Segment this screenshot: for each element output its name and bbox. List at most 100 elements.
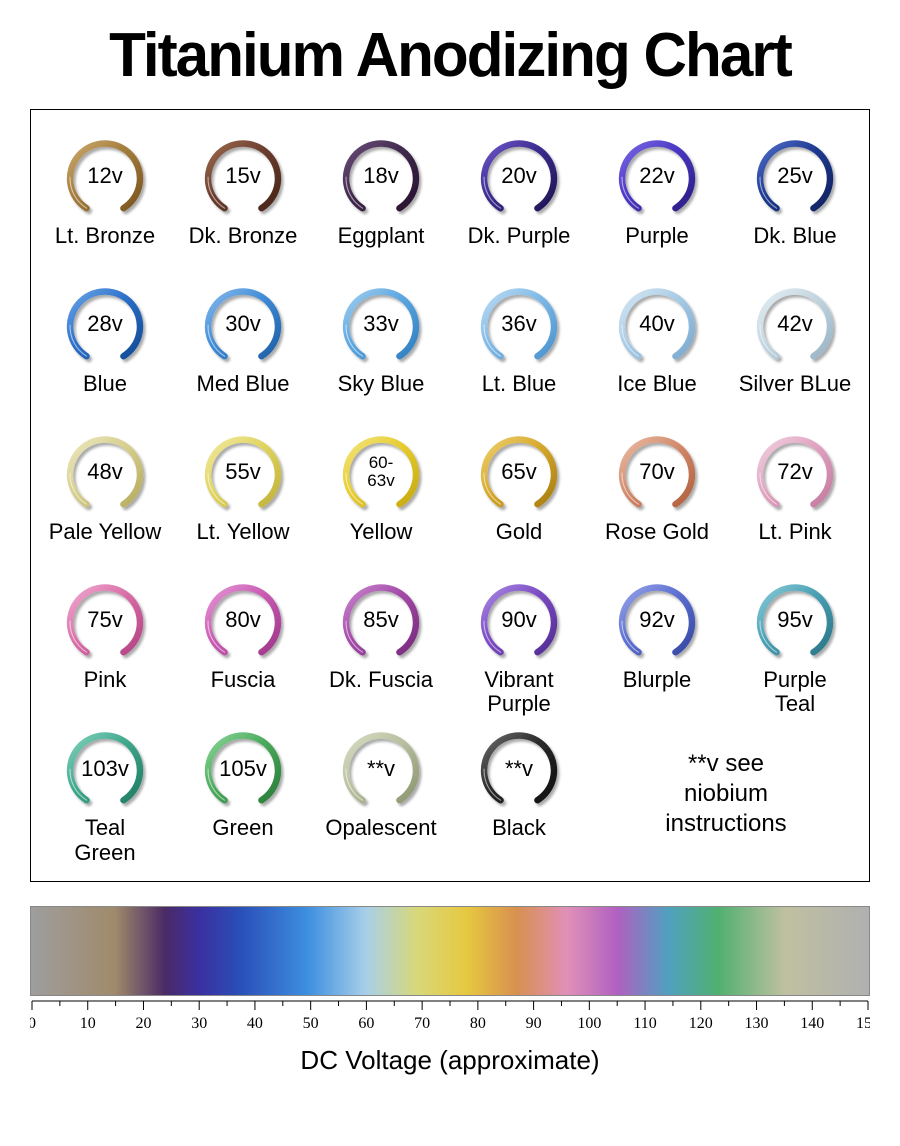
voltage-value: 48v (87, 460, 122, 483)
voltage-value: 75v (87, 608, 122, 631)
ring-cell: 36vLt. Blue (455, 278, 583, 420)
ring-cell: 40v Ice Blue (593, 278, 721, 420)
svg-text:140: 140 (800, 1015, 824, 1032)
voltage-value: 15v (225, 164, 260, 187)
voltage-value: 20v (501, 164, 536, 187)
ring-cell: **vBlack (455, 722, 583, 864)
spectrum-block: 0102030405060708090100110120130140150 DC… (30, 906, 870, 1076)
voltage-value: 80v (225, 608, 260, 631)
voltage-value: 12v (87, 164, 122, 187)
svg-text:90: 90 (526, 1015, 542, 1032)
ring-icon: 42v (749, 278, 841, 370)
voltage-value: 22v (639, 164, 674, 187)
ring-grid: 12vLt. Bronze 15v Dk. Bronze 18v Eggplant (30, 109, 870, 882)
voltage-value: 33v (363, 312, 398, 335)
svg-text:130: 130 (745, 1015, 769, 1032)
voltage-value: 90v (501, 608, 536, 631)
color-label: Ice Blue (617, 372, 697, 420)
ring-icon: 30v (197, 278, 289, 370)
ring-cell: 80vFuscia (179, 574, 307, 716)
voltage-value: 30v (225, 312, 260, 335)
color-label: Purple Teal (763, 668, 827, 716)
voltage-value: 95v (777, 608, 812, 631)
ring-cell: 42vSilver BLue (731, 278, 859, 420)
ring-icon: 18v (335, 130, 427, 222)
voltage-scale: 0102030405060708090100110120130140150 (30, 1000, 870, 1034)
ring-icon: 48v (59, 426, 151, 518)
color-label: Lt. Blue (482, 372, 557, 420)
color-label: Vibrant Purple (484, 668, 553, 716)
color-label: Gold (496, 520, 542, 568)
ring-icon: 55v (197, 426, 289, 518)
svg-text:40: 40 (247, 1015, 263, 1032)
axis-label: DC Voltage (approximate) (30, 1045, 870, 1076)
color-label: Opalescent (325, 816, 436, 864)
color-label: Black (492, 816, 546, 864)
ring-cell: 105vGreen (179, 722, 307, 864)
ring-cell: 72vLt. Pink (731, 426, 859, 568)
voltage-value: 92v (639, 608, 674, 631)
voltage-value: 103v (81, 757, 129, 780)
ring-cell: 22v Purple (593, 130, 721, 272)
ring-cell: 65v Gold (455, 426, 583, 568)
ring-cell: 33v Sky Blue (317, 278, 445, 420)
color-label: Teal Green (74, 816, 135, 864)
voltage-value: 70v (639, 460, 674, 483)
svg-text:100: 100 (577, 1015, 601, 1032)
color-label: Purple (625, 224, 689, 272)
ring-icon: 28v (59, 278, 151, 370)
ring-cell: 48vPale Yellow (41, 426, 169, 568)
ring-cell: 30vMed Blue (179, 278, 307, 420)
ring-cell: 15v Dk. Bronze (179, 130, 307, 272)
color-label: Silver BLue (739, 372, 852, 420)
ring-cell: **v Opalescent (317, 722, 445, 864)
voltage-value: 28v (87, 312, 122, 335)
ring-cell: 90v Vibrant Purple (455, 574, 583, 716)
voltage-value: 40v (639, 312, 674, 335)
ring-cell: 85v Dk. Fuscia (317, 574, 445, 716)
ring-cell: 18v Eggplant (317, 130, 445, 272)
voltage-value: **v (367, 757, 395, 780)
svg-text:80: 80 (470, 1015, 486, 1032)
ring-cell: 75v Pink (41, 574, 169, 716)
voltage-value: 85v (363, 608, 398, 631)
ring-icon: 12v (59, 130, 151, 222)
voltage-spectrum (30, 906, 870, 996)
niobium-note: **v see niobium instructions (593, 722, 859, 864)
color-label: Lt. Yellow (197, 520, 290, 568)
ring-icon: 95v (749, 574, 841, 666)
ring-icon: 33v (335, 278, 427, 370)
ring-icon: 25v (749, 130, 841, 222)
voltage-value: 60- 63v (367, 454, 394, 490)
ring-icon: 20v (473, 130, 565, 222)
ring-icon: 92v (611, 574, 703, 666)
color-label: Dk. Bronze (189, 224, 298, 272)
svg-text:10: 10 (80, 1015, 96, 1032)
svg-text:50: 50 (303, 1015, 319, 1032)
svg-text:110: 110 (633, 1015, 656, 1032)
ring-cell: 92vBlurple (593, 574, 721, 716)
ring-cell: 25vDk. Blue (731, 130, 859, 272)
ring-cell: 60- 63vYellow (317, 426, 445, 568)
ring-icon: 103v (59, 722, 151, 814)
color-label: Eggplant (338, 224, 425, 272)
ring-icon: 65v (473, 426, 565, 518)
ring-icon: 72v (749, 426, 841, 518)
color-label: Sky Blue (338, 372, 425, 420)
color-label: Pink (84, 668, 127, 716)
ring-icon: **v (335, 722, 427, 814)
voltage-value: 65v (501, 460, 536, 483)
color-label: Blue (83, 372, 127, 420)
color-label: Dk. Purple (468, 224, 571, 272)
svg-text:70: 70 (414, 1015, 430, 1032)
color-label: Dk. Fuscia (329, 668, 433, 716)
voltage-value: 25v (777, 164, 812, 187)
voltage-value: 18v (363, 164, 398, 187)
ring-icon: 70v (611, 426, 703, 518)
ring-icon: 36v (473, 278, 565, 370)
ring-cell: 28v Blue (41, 278, 169, 420)
svg-text:0: 0 (30, 1015, 36, 1032)
ring-cell: 12vLt. Bronze (41, 130, 169, 272)
ring-icon: 75v (59, 574, 151, 666)
ring-icon: 15v (197, 130, 289, 222)
